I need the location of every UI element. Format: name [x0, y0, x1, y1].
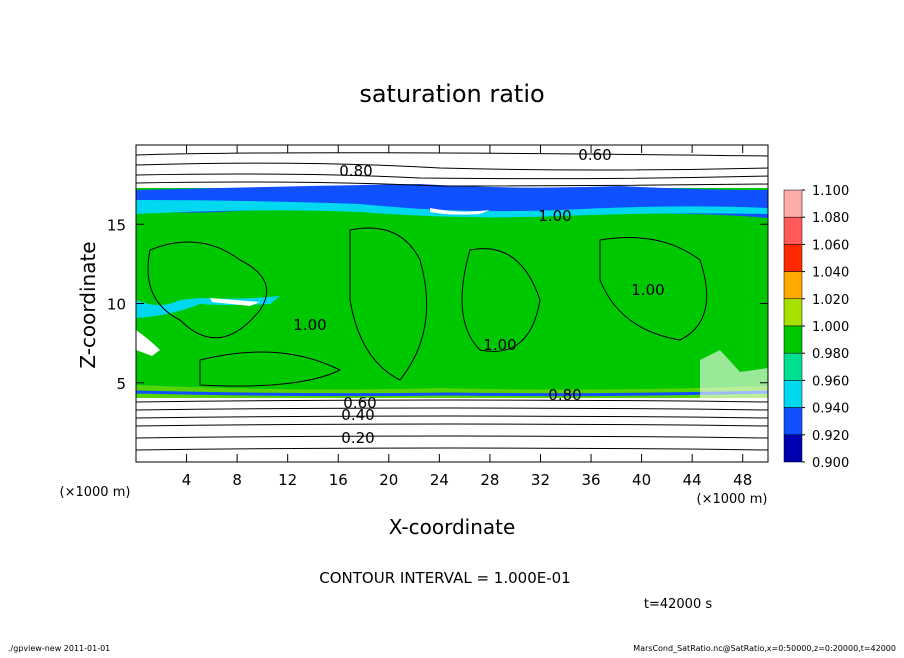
y-axis-title: Z-coordinate	[76, 241, 100, 368]
field	[135, 152, 769, 451]
x-tick-label: 36	[581, 471, 600, 489]
x-tick-label: 44	[683, 471, 702, 489]
contour-label: 1.00	[538, 207, 571, 225]
x-tick-label: 16	[329, 471, 348, 489]
colorbar-label: 0.960	[812, 374, 849, 389]
y-unit: (×1000 m)	[60, 485, 131, 500]
contour-label: 0.60	[343, 394, 376, 412]
x-tick-label: 8	[232, 471, 242, 489]
colorbar-box	[783, 325, 803, 354]
footer-left: ./gpview-new 2011-01-01	[8, 644, 110, 653]
contour-label: 0.60	[578, 146, 611, 164]
colorbar-label: 0.940	[812, 402, 849, 417]
contour-label: 0.20	[341, 429, 374, 447]
x-axis-title: X-coordinate	[389, 515, 516, 539]
colorbar-label: 1.060	[812, 238, 849, 253]
contour-label: 1.00	[293, 316, 326, 334]
x-tick-label: 20	[379, 471, 398, 489]
contour-label: 0.80	[339, 162, 372, 180]
time-label: t=42000 s	[644, 597, 712, 612]
colorbar-box	[783, 434, 803, 463]
colorbar-label: 1.100	[812, 184, 849, 199]
colorbar-label: 0.980	[812, 347, 849, 362]
y-tick-label: 5	[116, 375, 126, 393]
x-tick-label: 24	[430, 471, 449, 489]
colorbar-label: 1.000	[812, 320, 849, 335]
colorbar-box	[783, 407, 803, 436]
colorbar-box	[783, 216, 803, 245]
colorbar-box	[783, 352, 803, 381]
x-tick-label: 32	[531, 471, 550, 489]
colorbar-label: 1.020	[812, 293, 849, 308]
colorbar-box	[783, 244, 803, 272]
colorbar-label: 0.900	[812, 456, 849, 471]
colorbar-box	[783, 271, 803, 300]
x-tick-label: 28	[480, 471, 499, 489]
colorbar-label: 1.040	[812, 266, 849, 281]
x-tick-label: 40	[632, 471, 651, 489]
contour-interval: CONTOUR INTERVAL = 1.000E-01	[319, 569, 570, 587]
colorbar-box	[783, 380, 803, 408]
contour-label: 1.00	[631, 281, 664, 299]
colorbar-label: 0.920	[812, 429, 849, 444]
colorbar-box	[783, 189, 803, 218]
contour-label: 1.00	[483, 336, 516, 354]
x-tick-label: 12	[278, 471, 297, 489]
y-tick-label: 15	[107, 216, 126, 234]
contour-label: 0.40	[341, 406, 374, 424]
colorbar-label: 1.080	[812, 211, 849, 226]
colorbar-box	[783, 298, 803, 327]
x-unit: (×1000 m)	[697, 492, 768, 507]
x-tick-label: 4	[182, 471, 192, 489]
chart-title: saturation ratio	[359, 80, 544, 108]
x-tick-label: 48	[733, 471, 752, 489]
footer-right: MarsCond_SatRatio.nc@SatRatio,x=0:50000,…	[633, 644, 896, 653]
y-tick-label: 10	[107, 296, 126, 314]
contour-label: 0.80	[548, 386, 581, 404]
